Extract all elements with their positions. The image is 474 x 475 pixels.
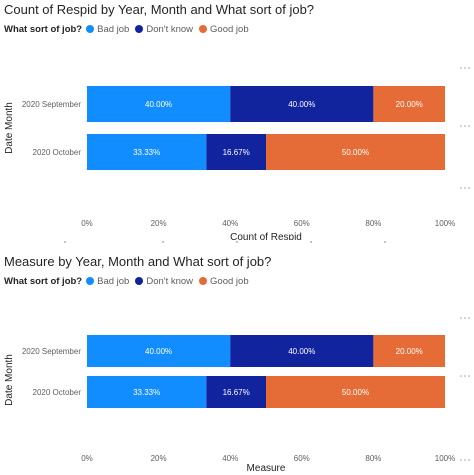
category-label-2020-october: 2020 October — [33, 388, 82, 397]
x-tick-label: 20% — [151, 454, 167, 463]
x-axis-title: Measure — [247, 463, 286, 474]
resize-handle-dot — [468, 317, 470, 319]
resize-handle-dot — [464, 125, 466, 127]
legend-dot-icon — [86, 277, 95, 285]
chart-visual-count-of-respid[interactable]: Count of Respid by Year, Month and What … — [0, 0, 474, 240]
resize-handle-dot — [464, 375, 466, 377]
legend-label: Good job — [210, 23, 249, 35]
legend-item-dont-know[interactable]: Don't know — [135, 24, 193, 35]
legend-item-bad-job[interactable]: Bad job — [86, 24, 129, 35]
resize-handle-dot — [468, 375, 470, 377]
resize-handle-dot — [468, 187, 470, 189]
bar-segment-don-t-know-2020-september — [230, 86, 374, 122]
category-label-2020-september: 2020 September — [22, 347, 81, 356]
x-tick-label: 80% — [365, 454, 381, 463]
data-label-don-t-know-2020-october: 16.67% — [223, 148, 250, 157]
legend-label: Bad job — [97, 23, 130, 35]
legend-label: Don't know — [146, 275, 194, 287]
data-label-bad-job-2020-october: 33.33% — [133, 148, 160, 157]
bar-segment-don-t-know-2020-october — [206, 134, 266, 170]
bar-segment-good-job-2020-september — [373, 86, 445, 122]
x-tick-label: 80% — [365, 219, 381, 228]
legend-dot-icon — [86, 25, 95, 33]
chart-legend: What sort of job? Bad job Don't know Goo… — [4, 22, 255, 36]
legend-label: Don't know — [146, 23, 194, 35]
chart-title: Measure by Year, Month and What sort of … — [4, 254, 272, 269]
legend-title: What sort of job? — [4, 23, 83, 35]
visual-divider — [0, 241, 474, 247]
legend-item-dont-know[interactable]: Don't know — [135, 276, 193, 287]
legend-label: Bad job — [97, 275, 130, 287]
x-tick-label: 60% — [294, 219, 310, 228]
chart-title: Count of Respid by Year, Month and What … — [4, 2, 315, 17]
bar-segment-bad-job-2020-october — [87, 376, 207, 408]
x-tick-label: 100% — [435, 219, 455, 228]
bar-segment-good-job-2020-september — [373, 335, 445, 367]
resize-handle-dot — [460, 459, 462, 461]
chart-legend: What sort of job? Bad job Don't know Goo… — [4, 274, 255, 288]
chart-visual-measure[interactable]: Measure by Year, Month and What sort of … — [0, 248, 474, 475]
bar-segment-bad-job-2020-october — [87, 134, 207, 170]
resize-handle-dot — [464, 317, 466, 319]
data-label-bad-job-2020-october: 33.33% — [133, 388, 160, 397]
resize-handle-dot — [460, 187, 462, 189]
resize-handle-dot — [460, 67, 462, 69]
x-tick-label: 0% — [81, 219, 93, 228]
x-tick-label: 40% — [222, 219, 238, 228]
x-tick-label: 20% — [151, 219, 167, 228]
data-label-good-job-2020-october: 50.00% — [342, 148, 369, 157]
y-axis-title: Date Month — [4, 354, 15, 406]
legend-title: What sort of job? — [4, 275, 83, 287]
x-axis-title: Count of Respid — [230, 232, 302, 240]
y-axis-title: Date Month — [4, 102, 15, 154]
resize-handle-dot — [460, 125, 462, 127]
category-label-2020-september: 2020 September — [22, 100, 81, 109]
legend-item-good-job[interactable]: Good job — [199, 24, 249, 35]
bar-segment-bad-job-2020-september — [87, 86, 231, 122]
legend-dot-icon — [135, 25, 144, 33]
resize-handle-dot — [468, 67, 470, 69]
resize-handle-dot — [464, 459, 466, 461]
data-label-don-t-know-2020-october: 16.67% — [223, 388, 250, 397]
data-label-don-t-know-2020-september: 40.00% — [288, 347, 315, 356]
bar-chart-plot: Date Month 2020 September 40.00% 40.00% 20.0… — [4, 317, 470, 474]
data-label-bad-job-2020-september: 40.00% — [145, 100, 172, 109]
x-tick-label: 40% — [222, 454, 238, 463]
data-label-good-job-2020-october: 50.00% — [342, 388, 369, 397]
data-label-don-t-know-2020-september: 40.00% — [288, 100, 315, 109]
legend-item-good-job[interactable]: Good job — [199, 276, 249, 287]
resize-handle-dot — [464, 187, 466, 189]
category-label-2020-october: 2020 October — [33, 148, 82, 157]
legend-dot-icon — [199, 277, 208, 285]
legend-dot-icon — [135, 277, 144, 285]
x-tick-label: 60% — [294, 454, 310, 463]
bar-segment-good-job-2020-october — [266, 134, 445, 170]
legend-dot-icon — [199, 25, 208, 33]
x-tick-label: 100% — [435, 454, 455, 463]
legend-label: Good job — [210, 275, 249, 287]
resize-handle-dot — [460, 375, 462, 377]
bar-segment-don-t-know-2020-october — [206, 376, 266, 408]
x-tick-label: 0% — [81, 454, 93, 463]
bar-segment-good-job-2020-october — [266, 376, 445, 408]
resize-handle-dot — [468, 125, 470, 127]
data-label-good-job-2020-september: 20.00% — [396, 347, 423, 356]
bar-segment-don-t-know-2020-september — [230, 335, 374, 367]
resize-handle-dot — [468, 459, 470, 461]
bar-segment-bad-job-2020-september — [87, 335, 231, 367]
data-label-bad-job-2020-september: 40.00% — [145, 347, 172, 356]
data-label-good-job-2020-september: 20.00% — [396, 100, 423, 109]
resize-handle-dot — [460, 317, 462, 319]
legend-item-bad-job[interactable]: Bad job — [86, 276, 129, 287]
bar-chart-plot: Date Month 2020 September 40.00% 40.00% 20.0… — [4, 67, 470, 240]
resize-handle-dot — [464, 67, 466, 69]
